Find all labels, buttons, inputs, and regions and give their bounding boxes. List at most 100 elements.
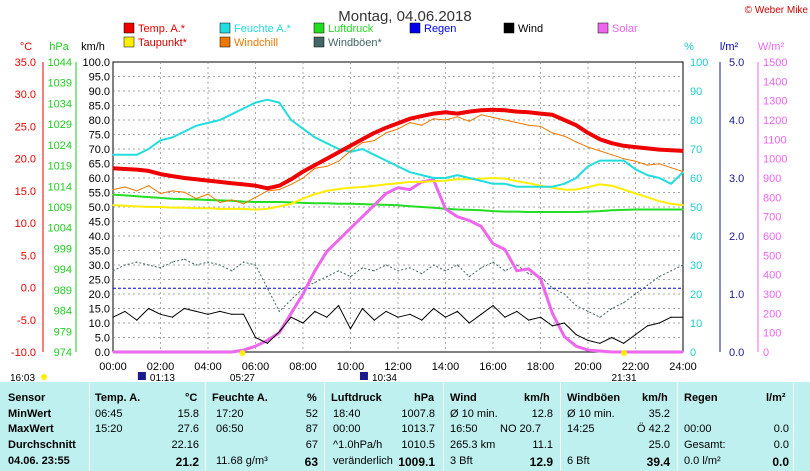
data-point — [231, 351, 233, 353]
data-point — [551, 325, 554, 327]
data-point — [112, 194, 114, 196]
solar-tick-label: 800 — [763, 192, 781, 204]
data-point — [468, 120, 470, 122]
data-point — [136, 154, 138, 156]
data-point — [634, 351, 637, 353]
data-point — [171, 207, 173, 209]
humidity-time: 17:20 — [216, 408, 244, 420]
data-point — [112, 351, 114, 353]
data-point — [433, 113, 435, 115]
temp-tick-label: 20.0 — [15, 154, 36, 166]
wind-tick-label: 40.0 — [89, 231, 110, 243]
humidity-tick-label: 20 — [690, 289, 702, 301]
gust-value: 39.4 — [646, 455, 670, 469]
data-point — [207, 351, 209, 353]
data-point — [623, 342, 625, 344]
solar-tick-label: 1200 — [763, 115, 787, 127]
data-point — [148, 170, 150, 172]
data-point — [551, 312, 554, 314]
data-point — [480, 267, 482, 269]
legend-swatch — [597, 22, 609, 34]
data-point — [492, 177, 494, 179]
data-point — [254, 209, 257, 211]
data-point — [314, 136, 316, 138]
data-point — [611, 307, 613, 310]
temp-tick-label: 35.0 — [15, 57, 36, 69]
gust-desc: 14:25 — [567, 423, 595, 435]
data-point — [302, 128, 304, 130]
pressure-value: 1009.1 — [398, 455, 435, 469]
data-point — [124, 264, 126, 266]
wind-tick-label: 55.0 — [89, 188, 110, 200]
data-point — [563, 183, 565, 185]
data-point — [646, 325, 649, 327]
data-point — [183, 307, 185, 310]
data-point — [623, 160, 625, 162]
data-point — [112, 270, 114, 272]
solar-tick-label: 200 — [763, 308, 781, 320]
data-point — [373, 132, 375, 134]
data-point — [266, 187, 268, 189]
data-point — [314, 167, 316, 169]
humidity-tick-label: 0 — [690, 347, 696, 359]
data-point — [385, 132, 387, 134]
data-point — [682, 171, 684, 173]
humidity-tick-label: 10 — [690, 318, 702, 330]
data-point — [658, 177, 660, 179]
data-point — [290, 316, 292, 318]
wind-tick-label: 15.0 — [89, 304, 110, 316]
data-point — [409, 118, 411, 120]
data-point — [480, 313, 482, 315]
data-point — [504, 211, 506, 213]
wind-value: 11.1 — [532, 439, 553, 451]
data-point — [551, 287, 554, 289]
data-point — [504, 316, 506, 318]
data-point — [254, 345, 257, 347]
data-point — [338, 239, 340, 241]
header-sensor: Sensor — [8, 392, 46, 404]
marker-time-label: 21:31 — [612, 373, 637, 381]
data-point — [124, 194, 126, 196]
data-point — [183, 177, 185, 179]
data-point — [623, 302, 625, 304]
data-point — [658, 163, 660, 165]
data-point — [480, 209, 482, 211]
data-point — [634, 146, 637, 148]
humidity-tick-label: 80 — [690, 115, 702, 127]
axis-ticks: 35.0 30.0 25.0 20.0 15.0 10.0 5.0 0.0 -5.0 -10.0 1… — [11, 57, 788, 373]
data-point — [361, 307, 363, 310]
sunset-icon — [621, 350, 628, 356]
data-point — [551, 186, 554, 188]
rain-desc: Gesamt: — [684, 439, 726, 451]
data-point — [634, 334, 637, 336]
data-point — [551, 114, 554, 116]
data-point — [290, 203, 292, 205]
data-point — [634, 208, 637, 211]
humidity-tick-label: 40 — [690, 231, 702, 243]
data-point — [385, 310, 387, 312]
legend-label: Windchill — [234, 37, 278, 49]
data-point — [171, 351, 173, 353]
data-point — [373, 185, 375, 187]
data-point — [563, 322, 565, 324]
data-point — [243, 203, 245, 205]
pressure-tick-label: 974 — [54, 347, 72, 359]
data-point — [682, 316, 684, 318]
pressure-tick-label: 1024 — [48, 140, 72, 152]
data-point — [314, 202, 316, 204]
data-point — [207, 199, 209, 201]
data-point — [611, 154, 613, 156]
row-label: Durchschnitt — [8, 439, 76, 451]
data-point — [575, 334, 577, 336]
data-point — [444, 316, 447, 318]
data-point — [504, 270, 506, 272]
solar-tick-label: 1100 — [763, 134, 787, 146]
data-point — [195, 198, 197, 201]
data-point — [183, 191, 185, 193]
legend-label: Feuchte A.* — [234, 23, 292, 35]
data-point — [528, 268, 530, 270]
chart-title: Montag, 04.06.2018 — [338, 8, 471, 25]
data-point — [658, 322, 660, 324]
data-point — [171, 261, 173, 263]
wind-tick-label: 95.0 — [89, 72, 110, 84]
